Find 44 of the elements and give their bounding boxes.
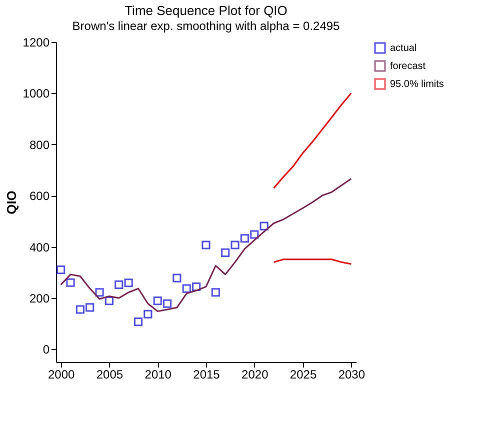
point xyxy=(182,284,191,293)
point xyxy=(202,240,210,250)
y-tick-label: 1200 xyxy=(22,36,50,50)
point xyxy=(240,234,249,243)
point xyxy=(260,222,268,230)
point xyxy=(211,288,220,297)
x-tick-label: 2005 xyxy=(96,368,124,382)
y-axis-title: QIO xyxy=(4,190,19,214)
y-tick-label: 1000 xyxy=(22,86,50,101)
point xyxy=(134,318,143,326)
legend-label: 95.0% limits xyxy=(390,79,444,90)
line-series xyxy=(60,178,352,312)
point xyxy=(172,274,182,282)
point xyxy=(221,248,230,257)
legend-label: actual xyxy=(390,43,417,54)
y-tick-label: 600 xyxy=(29,189,50,204)
point xyxy=(114,280,124,289)
y-tick-label: 200 xyxy=(29,292,50,306)
y-tick-label: 0 xyxy=(42,342,50,357)
point xyxy=(95,288,104,297)
point xyxy=(124,278,133,288)
x-tick-label: 2020 xyxy=(242,368,269,382)
point xyxy=(250,230,259,239)
point xyxy=(144,310,152,318)
point xyxy=(56,266,66,274)
x-tick-label: 2025 xyxy=(290,368,317,382)
chart-subtitle: Brown's linear exp. smoothing with alpha = 0.2495 xyxy=(72,19,340,33)
point xyxy=(104,296,114,306)
line-series xyxy=(272,92,352,189)
chart-title: Time Sequence Plot for QIO xyxy=(124,3,288,18)
point xyxy=(163,299,172,308)
x-tick-label: 2030 xyxy=(338,368,366,382)
point xyxy=(153,296,162,306)
x-tick-label: 2000 xyxy=(48,368,76,382)
point xyxy=(192,282,201,292)
x-tick-label: 2010 xyxy=(144,368,172,382)
point xyxy=(230,240,240,250)
point xyxy=(86,303,94,312)
y-tick-label: 400 xyxy=(29,240,50,254)
legend-label: forecast xyxy=(390,61,426,72)
x-tick-label: 2015 xyxy=(193,368,220,382)
point xyxy=(66,278,75,287)
y-tick-label: 800 xyxy=(29,138,50,152)
point xyxy=(76,305,84,314)
